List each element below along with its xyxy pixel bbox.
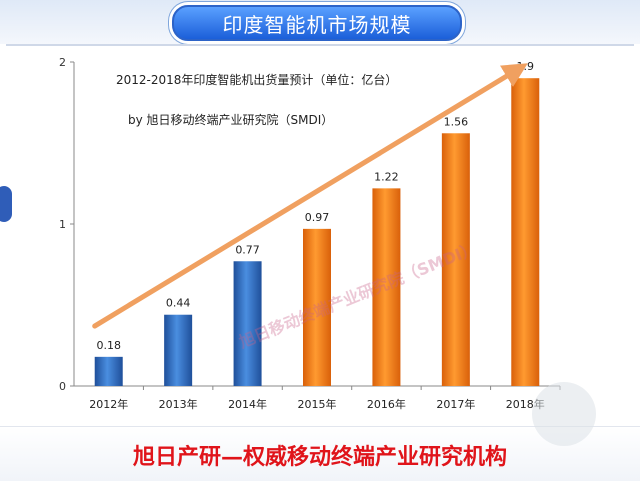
watermark-logo — [532, 382, 596, 446]
x-tick-label: 2013年 — [159, 397, 198, 411]
bar-2013年 — [164, 314, 193, 386]
bar-2017年 — [441, 133, 470, 386]
bar-2015年 — [303, 228, 331, 386]
data-label: 0.97 — [305, 211, 330, 224]
bar-2012年 — [94, 356, 123, 386]
bar-2014年 — [233, 261, 262, 386]
content-frame — [0, 44, 634, 428]
y-tick-label: 2 — [59, 56, 66, 69]
x-tick-label: 2016年 — [367, 397, 406, 411]
x-tick-label: 2015年 — [298, 397, 337, 411]
footer-slogan: 旭日产研—权威移动终端产业研究机构 — [132, 444, 507, 470]
data-label: 0.77 — [235, 243, 260, 256]
x-tick-label: 2014年 — [228, 397, 267, 411]
footer-band — [0, 426, 640, 481]
data-label: 1.22 — [374, 170, 399, 183]
data-label: 0.44 — [166, 297, 191, 310]
trend-arrow — [92, 63, 528, 329]
y-tick-label: 0 — [59, 380, 66, 393]
y-tick-label: 1 — [59, 218, 66, 231]
chart-title: 2012-2018年印度智能机出货量预计（单位：亿台） — [116, 72, 397, 87]
x-tick-label: 2017年 — [436, 397, 475, 411]
data-label: 1.56 — [444, 115, 469, 128]
page-title: 印度智能机市场规模 — [172, 5, 462, 41]
bar-2018年 — [511, 78, 540, 386]
data-label: 0.18 — [96, 339, 121, 352]
left-accent — [0, 186, 12, 222]
chart-subtitle: by 旭日移动终端产业研究院（SMDI） — [128, 112, 333, 127]
x-tick-label: 2012年 — [89, 397, 128, 411]
bar-2016年 — [372, 188, 401, 386]
